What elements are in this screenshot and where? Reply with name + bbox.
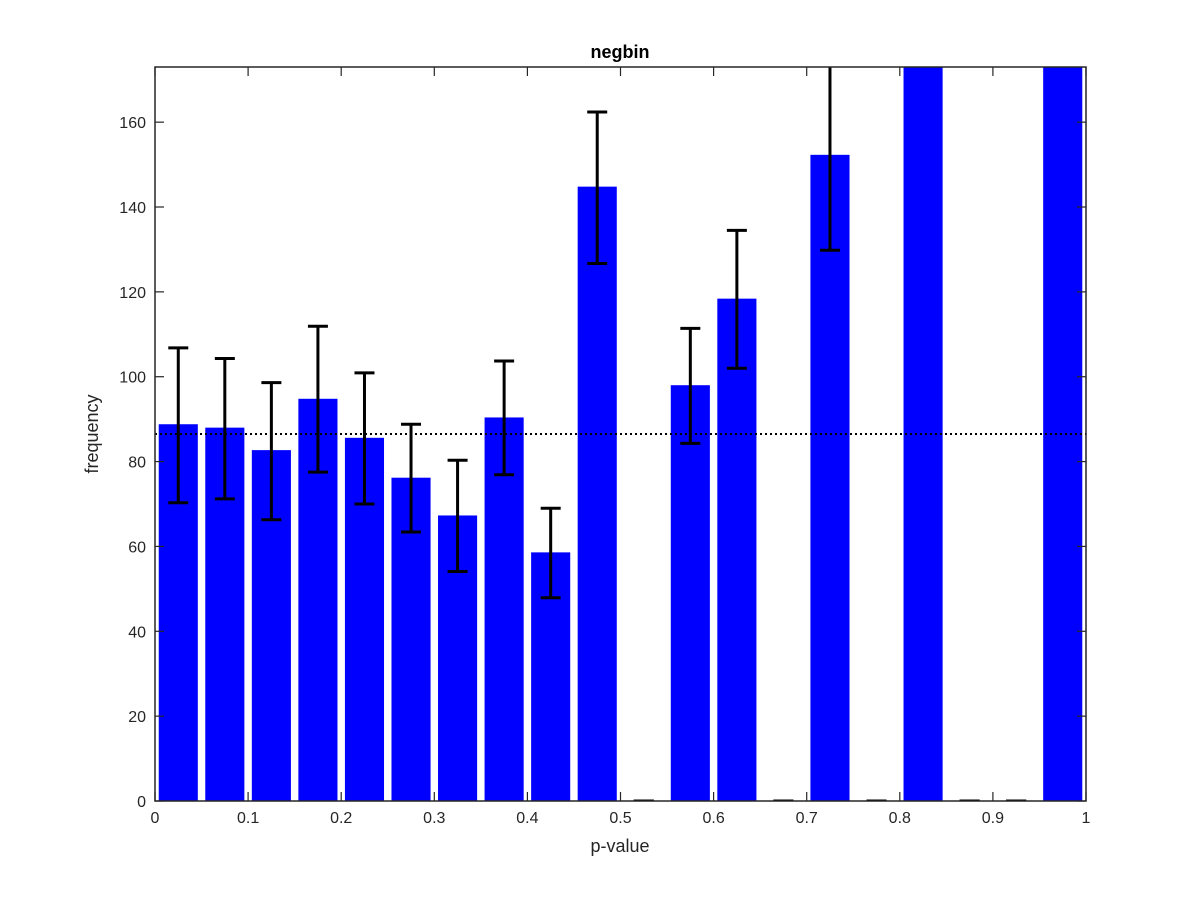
x-tick-label: 1	[1082, 810, 1091, 827]
x-axis-label: p-value	[590, 836, 649, 856]
bar	[810, 154, 850, 801]
y-tick-label: 40	[128, 624, 146, 641]
y-tick-label: 60	[128, 539, 146, 556]
y-tick-label: 120	[119, 285, 146, 302]
y-tick-label: 140	[119, 200, 146, 217]
x-tick-label: 0.1	[237, 810, 259, 827]
x-tick-label: 0.3	[423, 810, 445, 827]
y-tick-label: 0	[137, 794, 146, 811]
bar	[1043, 67, 1083, 801]
bar	[484, 417, 524, 801]
x-tick-label: 0.4	[516, 810, 538, 827]
bar	[577, 186, 617, 801]
x-tick-label: 0.6	[702, 810, 724, 827]
y-tick-label: 20	[128, 709, 146, 726]
chart-title: negbin	[591, 42, 650, 62]
bar	[670, 385, 710, 801]
bars-layer	[158, 67, 1083, 801]
bar	[717, 298, 757, 801]
x-tick-label: 0.8	[889, 810, 911, 827]
y-axis: 0 20 40 60 80 100 120 140 160	[119, 115, 1086, 811]
x-tick-label: 0.5	[609, 810, 631, 827]
x-tick-label: 0.2	[330, 810, 352, 827]
x-axis: 0 0.1 0.2 0.3 0.4 0.5 0.6 0.7 0.8 0.9 1	[151, 67, 1091, 827]
x-tick-label: 0.7	[796, 810, 818, 827]
x-tick-label: 0.9	[982, 810, 1004, 827]
x-tick-label: 0	[151, 810, 160, 827]
y-axis-label: frequency	[82, 394, 102, 473]
error-bars-layer	[168, 67, 1027, 801]
bar	[903, 67, 943, 801]
y-tick-label: 80	[128, 455, 146, 472]
y-tick-label: 160	[119, 115, 146, 132]
y-tick-label: 100	[119, 370, 146, 387]
